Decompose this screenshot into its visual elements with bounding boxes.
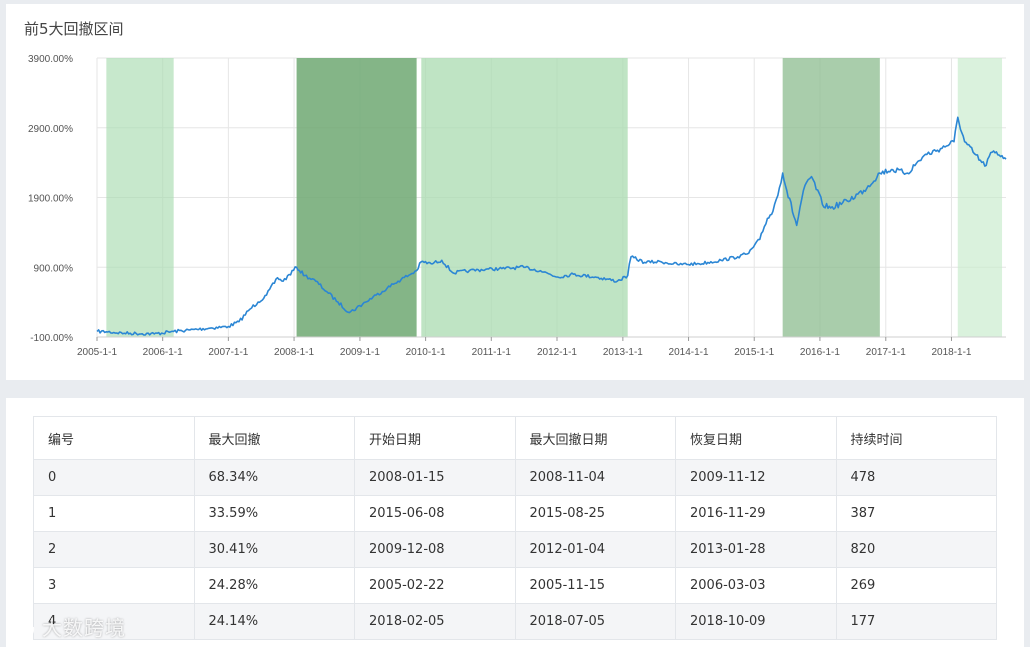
chart-card: 前5大回撤区间 3900.00% 2900.00% 1900.00% 900.00% -… — [6, 4, 1024, 380]
header-start-date: 开始日期 — [354, 416, 516, 460]
cell-recovery-date: 2018-10-09 — [675, 603, 837, 640]
x-tick-label: 2007-1-1 — [208, 347, 248, 358]
x-tick-label: 2017-1-1 — [866, 347, 906, 358]
drawdown-table: 编号 最大回撤 开始日期 最大回撤日期 恢复日期 持续时间 0 68.34% 2… — [33, 416, 997, 640]
table-header-row: 编号 最大回撤 开始日期 最大回撤日期 恢复日期 持续时间 — [33, 416, 997, 460]
cell-duration: 820 — [835, 531, 997, 568]
chart-title: 前5大回撤区间 — [24, 20, 124, 38]
watermark-logo-icon — [13, 620, 35, 639]
header-duration: 持续时间 — [835, 416, 997, 460]
header-trough-date: 最大回撤日期 — [514, 416, 676, 460]
x-tick-label: 2013-1-1 — [603, 347, 643, 358]
cell-index: 0 — [33, 459, 195, 496]
header-max-drawdown: 最大回撤 — [193, 416, 355, 460]
table-row: 1 33.59% 2015-06-08 2015-08-25 2016-11-2… — [33, 495, 997, 532]
y-tick-label: -100.00% — [30, 333, 73, 344]
cell-duration: 387 — [835, 495, 997, 532]
cell-recovery-date: 2016-11-29 — [675, 495, 837, 532]
drawdown-table-card: 编号 最大回撤 开始日期 最大回撤日期 恢复日期 持续时间 0 68.34% 2… — [6, 398, 1024, 647]
cell-duration: 269 — [835, 567, 997, 604]
y-tick-label: 900.00% — [34, 263, 74, 274]
cell-max-drawdown: 68.34% — [193, 459, 355, 496]
drawdown-band — [957, 58, 1003, 337]
cell-index: 1 — [33, 495, 195, 532]
cell-index: 2 — [33, 531, 195, 568]
cell-recovery-date: 2006-03-03 — [675, 567, 837, 604]
cell-trough-date: 2008-11-04 — [514, 459, 676, 496]
cell-start-date: 2008-01-15 — [354, 459, 516, 496]
x-tick-label: 2012-1-1 — [537, 347, 577, 358]
cell-index: 4 — [33, 603, 195, 640]
cell-max-drawdown: 30.41% — [193, 531, 355, 568]
drawdown-band — [421, 58, 628, 337]
cell-start-date: 2009-12-08 — [354, 531, 516, 568]
x-tick-label: 2018-1-1 — [931, 347, 971, 358]
cell-recovery-date: 2013-01-28 — [675, 531, 837, 568]
cell-start-date: 2005-02-22 — [354, 567, 516, 604]
y-tick-label: 3900.00% — [28, 54, 73, 65]
table-row: 0 68.34% 2008-01-15 2008-11-04 2009-11-1… — [33, 459, 997, 496]
cell-start-date: 2018-02-05 — [354, 603, 516, 640]
cell-trough-date: 2015-08-25 — [514, 495, 676, 532]
drawdown-band — [296, 58, 417, 337]
cell-duration: 478 — [835, 459, 997, 496]
x-tick-label: 2008-1-1 — [274, 347, 314, 358]
cell-trough-date: 2005-11-15 — [514, 567, 676, 604]
series-line — [96, 116, 1007, 336]
header-recovery-date: 恢复日期 — [675, 416, 837, 460]
header-index: 编号 — [33, 416, 195, 460]
cell-max-drawdown: 24.28% — [193, 567, 355, 604]
x-tick-label: 2005-1-1 — [77, 347, 117, 358]
y-tick-label: 1900.00% — [28, 194, 73, 205]
drawdown-chart: 3900.00% 2900.00% 1900.00% 900.00% -100.00% 2… — [28, 54, 1007, 358]
x-tick-label: 2016-1-1 — [800, 347, 840, 358]
drawdown-band — [782, 58, 880, 337]
drawdown-band — [106, 58, 174, 337]
x-tick-label: 2010-1-1 — [406, 347, 446, 358]
watermark-text: 大数跨境 — [42, 616, 126, 640]
cell-trough-date: 2012-01-04 — [514, 531, 676, 568]
cell-trough-date: 2018-07-05 — [514, 603, 676, 640]
table-row: 3 24.28% 2005-02-22 2005-11-15 2006-03-0… — [33, 567, 997, 604]
y-tick-label: 2900.00% — [28, 124, 73, 135]
x-tick-label: 2006-1-1 — [143, 347, 183, 358]
x-tick-label: 2014-1-1 — [669, 347, 709, 358]
cell-start-date: 2015-06-08 — [354, 495, 516, 532]
cell-max-drawdown: 24.14% — [193, 603, 355, 640]
cell-max-drawdown: 33.59% — [193, 495, 355, 532]
x-tick-label: 2011-1-1 — [472, 347, 512, 358]
watermark: 大数跨境 — [12, 612, 126, 641]
table-row: 4 24.14% 2018-02-05 2018-07-05 2018-10-0… — [33, 603, 997, 640]
cell-index: 3 — [33, 567, 195, 604]
cell-duration: 177 — [835, 603, 997, 640]
x-tick-label: 2009-1-1 — [340, 347, 380, 358]
x-tick-label: 2015-1-1 — [734, 347, 774, 358]
cell-recovery-date: 2009-11-12 — [675, 459, 837, 496]
table-row: 2 30.41% 2009-12-08 2012-01-04 2013-01-2… — [33, 531, 997, 568]
